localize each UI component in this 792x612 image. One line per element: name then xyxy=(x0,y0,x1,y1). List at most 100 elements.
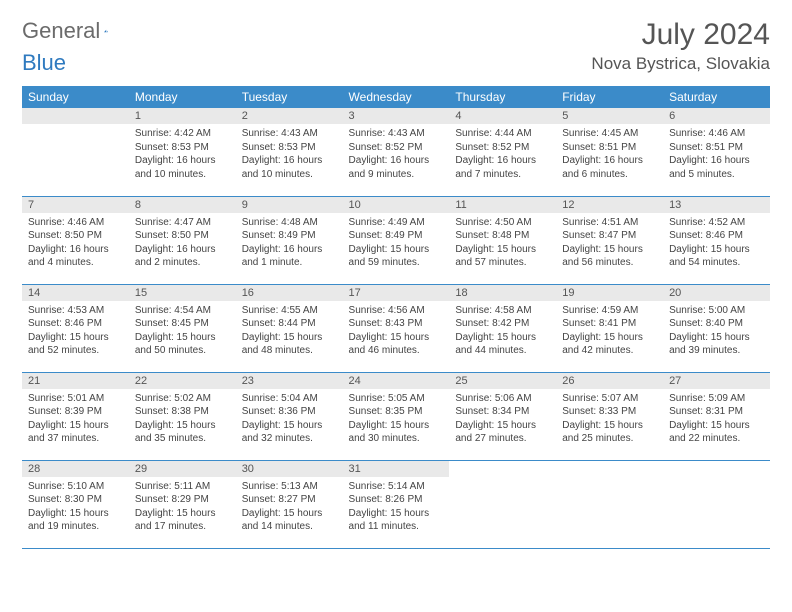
day-detail: Sunrise: 5:14 AMSunset: 8:26 PMDaylight:… xyxy=(343,477,450,540)
calendar-cell: 28Sunrise: 5:10 AMSunset: 8:30 PMDayligh… xyxy=(22,460,129,548)
weekday-header-row: SundayMondayTuesdayWednesdayThursdayFrid… xyxy=(22,86,770,108)
day-number: 3 xyxy=(343,108,450,124)
day-number: 2 xyxy=(236,108,343,124)
day-number: 20 xyxy=(663,285,770,301)
day-number: 16 xyxy=(236,285,343,301)
day-number: 15 xyxy=(129,285,236,301)
day-detail: Sunrise: 4:44 AMSunset: 8:52 PMDaylight:… xyxy=(449,124,556,187)
calendar-cell: 16Sunrise: 4:55 AMSunset: 8:44 PMDayligh… xyxy=(236,284,343,372)
day-number: 31 xyxy=(343,461,450,477)
calendar-cell: 12Sunrise: 4:51 AMSunset: 8:47 PMDayligh… xyxy=(556,196,663,284)
day-detail: Sunrise: 5:00 AMSunset: 8:40 PMDaylight:… xyxy=(663,301,770,364)
day-detail: Sunrise: 5:09 AMSunset: 8:31 PMDaylight:… xyxy=(663,389,770,452)
day-detail: Sunrise: 4:43 AMSunset: 8:52 PMDaylight:… xyxy=(343,124,450,187)
day-number: 22 xyxy=(129,373,236,389)
calendar-row: 1Sunrise: 4:42 AMSunset: 8:53 PMDaylight… xyxy=(22,108,770,196)
day-number: 24 xyxy=(343,373,450,389)
calendar-cell: 7Sunrise: 4:46 AMSunset: 8:50 PMDaylight… xyxy=(22,196,129,284)
day-detail: Sunrise: 4:54 AMSunset: 8:45 PMDaylight:… xyxy=(129,301,236,364)
weekday-header: Friday xyxy=(556,86,663,108)
calendar-cell: 5Sunrise: 4:45 AMSunset: 8:51 PMDaylight… xyxy=(556,108,663,196)
calendar-cell: 31Sunrise: 5:14 AMSunset: 8:26 PMDayligh… xyxy=(343,460,450,548)
day-number: 26 xyxy=(556,373,663,389)
day-detail: Sunrise: 4:58 AMSunset: 8:42 PMDaylight:… xyxy=(449,301,556,364)
day-detail: Sunrise: 4:50 AMSunset: 8:48 PMDaylight:… xyxy=(449,213,556,276)
day-detail: Sunrise: 5:05 AMSunset: 8:35 PMDaylight:… xyxy=(343,389,450,452)
day-number-empty xyxy=(22,108,129,124)
day-number: 13 xyxy=(663,197,770,213)
day-number: 5 xyxy=(556,108,663,124)
day-detail: Sunrise: 4:48 AMSunset: 8:49 PMDaylight:… xyxy=(236,213,343,276)
day-detail: Sunrise: 4:49 AMSunset: 8:49 PMDaylight:… xyxy=(343,213,450,276)
calendar-row: 14Sunrise: 4:53 AMSunset: 8:46 PMDayligh… xyxy=(22,284,770,372)
logo-text-blue: Blue xyxy=(22,50,770,76)
day-detail: Sunrise: 4:52 AMSunset: 8:46 PMDaylight:… xyxy=(663,213,770,276)
day-detail: Sunrise: 4:53 AMSunset: 8:46 PMDaylight:… xyxy=(22,301,129,364)
calendar-row: 21Sunrise: 5:01 AMSunset: 8:39 PMDayligh… xyxy=(22,372,770,460)
logo-text-gray: General xyxy=(22,18,100,44)
calendar-cell: 26Sunrise: 5:07 AMSunset: 8:33 PMDayligh… xyxy=(556,372,663,460)
day-detail: Sunrise: 5:02 AMSunset: 8:38 PMDaylight:… xyxy=(129,389,236,452)
weekday-header: Wednesday xyxy=(343,86,450,108)
day-number: 7 xyxy=(22,197,129,213)
day-detail: Sunrise: 5:13 AMSunset: 8:27 PMDaylight:… xyxy=(236,477,343,540)
day-detail: Sunrise: 4:51 AMSunset: 8:47 PMDaylight:… xyxy=(556,213,663,276)
day-number: 23 xyxy=(236,373,343,389)
day-detail: Sunrise: 5:07 AMSunset: 8:33 PMDaylight:… xyxy=(556,389,663,452)
weekday-header: Tuesday xyxy=(236,86,343,108)
calendar-cell: 2Sunrise: 4:43 AMSunset: 8:53 PMDaylight… xyxy=(236,108,343,196)
calendar-cell: 20Sunrise: 5:00 AMSunset: 8:40 PMDayligh… xyxy=(663,284,770,372)
day-number: 14 xyxy=(22,285,129,301)
calendar-cell: 4Sunrise: 4:44 AMSunset: 8:52 PMDaylight… xyxy=(449,108,556,196)
calendar-cell xyxy=(449,460,556,548)
day-number: 29 xyxy=(129,461,236,477)
weekday-header: Saturday xyxy=(663,86,770,108)
day-number: 11 xyxy=(449,197,556,213)
calendar-cell: 19Sunrise: 4:59 AMSunset: 8:41 PMDayligh… xyxy=(556,284,663,372)
day-detail: Sunrise: 4:43 AMSunset: 8:53 PMDaylight:… xyxy=(236,124,343,187)
day-number: 21 xyxy=(22,373,129,389)
calendar-cell xyxy=(556,460,663,548)
page-title: July 2024 xyxy=(591,18,770,52)
calendar-cell: 9Sunrise: 4:48 AMSunset: 8:49 PMDaylight… xyxy=(236,196,343,284)
day-number: 17 xyxy=(343,285,450,301)
weekday-header: Thursday xyxy=(449,86,556,108)
day-detail: Sunrise: 4:55 AMSunset: 8:44 PMDaylight:… xyxy=(236,301,343,364)
day-number: 30 xyxy=(236,461,343,477)
day-number: 6 xyxy=(663,108,770,124)
calendar-cell: 25Sunrise: 5:06 AMSunset: 8:34 PMDayligh… xyxy=(449,372,556,460)
day-number: 4 xyxy=(449,108,556,124)
calendar-cell: 30Sunrise: 5:13 AMSunset: 8:27 PMDayligh… xyxy=(236,460,343,548)
calendar-cell xyxy=(22,108,129,196)
day-number: 25 xyxy=(449,373,556,389)
logo: General xyxy=(22,18,128,44)
calendar-cell: 15Sunrise: 4:54 AMSunset: 8:45 PMDayligh… xyxy=(129,284,236,372)
calendar-cell: 23Sunrise: 5:04 AMSunset: 8:36 PMDayligh… xyxy=(236,372,343,460)
calendar-cell: 13Sunrise: 4:52 AMSunset: 8:46 PMDayligh… xyxy=(663,196,770,284)
calendar-cell: 8Sunrise: 4:47 AMSunset: 8:50 PMDaylight… xyxy=(129,196,236,284)
day-number: 8 xyxy=(129,197,236,213)
calendar-cell: 27Sunrise: 5:09 AMSunset: 8:31 PMDayligh… xyxy=(663,372,770,460)
logo-sail-icon xyxy=(104,22,108,40)
day-detail: Sunrise: 4:46 AMSunset: 8:51 PMDaylight:… xyxy=(663,124,770,187)
day-number: 27 xyxy=(663,373,770,389)
day-detail: Sunrise: 5:04 AMSunset: 8:36 PMDaylight:… xyxy=(236,389,343,452)
calendar-cell: 10Sunrise: 4:49 AMSunset: 8:49 PMDayligh… xyxy=(343,196,450,284)
calendar-cell: 24Sunrise: 5:05 AMSunset: 8:35 PMDayligh… xyxy=(343,372,450,460)
day-detail: Sunrise: 5:11 AMSunset: 8:29 PMDaylight:… xyxy=(129,477,236,540)
calendar-cell: 18Sunrise: 4:58 AMSunset: 8:42 PMDayligh… xyxy=(449,284,556,372)
calendar-cell: 22Sunrise: 5:02 AMSunset: 8:38 PMDayligh… xyxy=(129,372,236,460)
day-detail: Sunrise: 4:47 AMSunset: 8:50 PMDaylight:… xyxy=(129,213,236,276)
day-number: 28 xyxy=(22,461,129,477)
day-number: 18 xyxy=(449,285,556,301)
day-detail: Sunrise: 4:56 AMSunset: 8:43 PMDaylight:… xyxy=(343,301,450,364)
day-detail: Sunrise: 5:06 AMSunset: 8:34 PMDaylight:… xyxy=(449,389,556,452)
calendar-table: SundayMondayTuesdayWednesdayThursdayFrid… xyxy=(22,86,770,549)
day-detail: Sunrise: 4:46 AMSunset: 8:50 PMDaylight:… xyxy=(22,213,129,276)
day-detail: Sunrise: 5:01 AMSunset: 8:39 PMDaylight:… xyxy=(22,389,129,452)
calendar-cell: 17Sunrise: 4:56 AMSunset: 8:43 PMDayligh… xyxy=(343,284,450,372)
calendar-body: 1Sunrise: 4:42 AMSunset: 8:53 PMDaylight… xyxy=(22,108,770,548)
day-number: 19 xyxy=(556,285,663,301)
day-number: 1 xyxy=(129,108,236,124)
day-detail: Sunrise: 5:10 AMSunset: 8:30 PMDaylight:… xyxy=(22,477,129,540)
